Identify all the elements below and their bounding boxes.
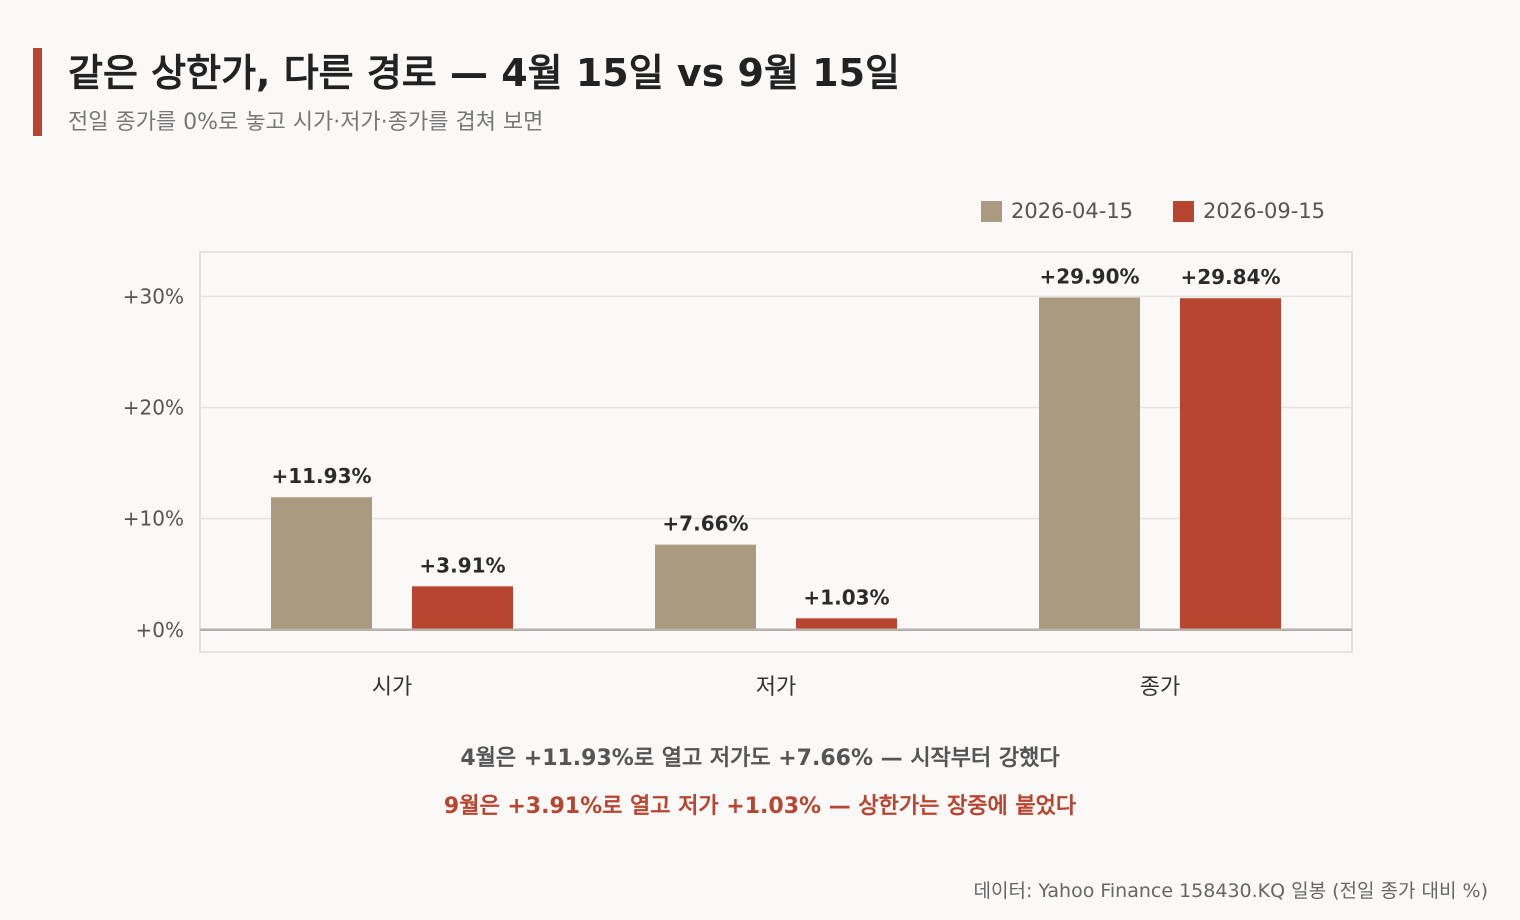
bar-april [1039, 297, 1140, 630]
x-tick-label: 저가 [756, 675, 796, 700]
legend-item-september: 2026-09-15 [1173, 196, 1325, 226]
data-label-september: +3.91% [419, 553, 505, 577]
data-source-note: 데이터: Yahoo Finance 158430.KQ 일봉 (전일 종가 대… [973, 880, 1488, 902]
y-tick-label: +20% [123, 396, 184, 420]
caption-september: 9월은 +3.91%로 열고 저가 +1.03% — 상한가는 장중에 붙었다 [443, 794, 1077, 819]
x-tick-label: 종가 [1140, 675, 1180, 700]
page-title: 같은 상한가, 다른 경로 — 4월 15일 vs 9월 15일 [68, 51, 901, 95]
legend-swatch-april [981, 200, 1002, 222]
title-accent-bar [33, 48, 42, 136]
legend-label-september: 2026-09-15 [1203, 199, 1326, 223]
bar-april [271, 497, 372, 630]
caption-april: 4월은 +11.93%로 열고 저가도 +7.66% — 시작부터 강했다 [460, 746, 1060, 771]
legend-label-april: 2026-04-15 [1011, 199, 1134, 223]
legend-swatch-september [1173, 200, 1194, 222]
bar-chart: +0% +10% +20% +30% +11.93% +3.91% 시가 +7.66% +1.0… [123, 251, 1353, 700]
y-tick-label: +0% [136, 618, 185, 642]
bar-september [1180, 298, 1281, 630]
chart-legend: 2026-04-15 2026-09-15 [0, 196, 1520, 226]
data-label-april: +29.90% [1039, 265, 1139, 289]
data-label-april: +7.66% [662, 512, 748, 536]
page-subtitle: 전일 종가를 0%로 놓고 시가·저가·종가를 겹쳐 보면 [68, 110, 544, 135]
bar-september [412, 586, 513, 630]
bar-april [655, 544, 756, 630]
bar-september [796, 618, 897, 630]
data-label-september: +29.84% [1180, 265, 1280, 289]
plot-frame [199, 251, 1353, 653]
data-label-april: +11.93% [271, 464, 371, 488]
data-label-september: +1.03% [803, 585, 889, 609]
x-tick-label: 시가 [372, 675, 412, 700]
y-tick-label: +10% [123, 507, 184, 531]
y-tick-label: +30% [123, 284, 184, 308]
legend-item-april: 2026-04-15 [981, 196, 1133, 226]
